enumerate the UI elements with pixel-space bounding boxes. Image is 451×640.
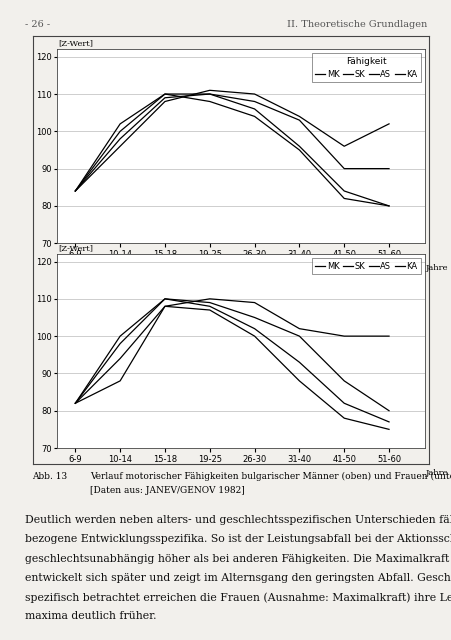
Text: Jahre: Jahre (425, 264, 447, 272)
Text: bezogene Entwicklungsspezifika. So ist der Leistungsabfall bei der Aktionsschnel: bezogene Entwicklungsspezifika. So ist d… (25, 534, 451, 545)
Text: geschlechtsunabhängig höher als bei anderen Fähigkeiten. Die Maximalkraft hingeg: geschlechtsunabhängig höher als bei ande… (25, 554, 451, 564)
Text: - 26 -: - 26 - (25, 20, 50, 29)
Text: Jahre: Jahre (425, 468, 447, 477)
Text: II. Theoretische Grundlagen: II. Theoretische Grundlagen (286, 20, 426, 29)
Text: spezifisch betrachtet erreichen die Frauen (Ausnahme: Maximalkraft) ihre Leistun: spezifisch betrachtet erreichen die Frau… (25, 592, 451, 603)
Text: Verlauf motorischer Fähigkeiten bulgarischer Männer (oben) und Frauen (unten): Verlauf motorischer Fähigkeiten bulgaris… (90, 472, 451, 481)
Legend: MK, SK, AS, KA: MK, SK, AS, KA (311, 259, 420, 274)
Text: Abb. 13: Abb. 13 (32, 472, 68, 481)
Text: [Z-Wert]: [Z-Wert] (58, 40, 93, 47)
Text: entwickelt sich später und zeigt im Alternsgang den geringsten Abfall. Geschlech: entwickelt sich später und zeigt im Alte… (25, 573, 451, 583)
Legend: MK, SK, AS, KA: MK, SK, AS, KA (311, 54, 420, 83)
Text: Deutlich werden neben alters- und geschlechtsspezifischen Unterschieden fähigkei: Deutlich werden neben alters- und geschl… (25, 515, 451, 525)
Text: [Z-Wert]: [Z-Wert] (58, 244, 93, 252)
Text: maxima deutlich früher.: maxima deutlich früher. (25, 611, 156, 621)
Text: [Daten aus: JANEV/GENOV 1982]: [Daten aus: JANEV/GENOV 1982] (90, 486, 244, 495)
